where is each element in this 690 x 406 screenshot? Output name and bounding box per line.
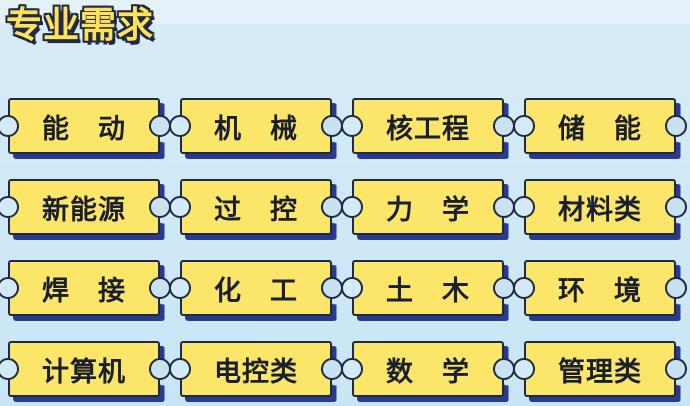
major-ticket-11: 土 木 <box>341 260 515 321</box>
major-ticket-15: 数 学 <box>341 341 515 402</box>
major-ticket-14: 电控类 <box>169 341 343 402</box>
major-ticket-3: 核工程 <box>341 98 515 159</box>
major-ticket-6: 过 控 <box>169 179 343 240</box>
major-label: 新能源 <box>42 194 126 226</box>
major-ticket-5: 新能源 <box>0 179 171 240</box>
major-label: 材料类 <box>558 194 642 226</box>
major-label: 力 学 <box>386 194 470 226</box>
top-band <box>0 0 690 24</box>
major-label: 化 工 <box>214 275 298 307</box>
major-label: 土 木 <box>386 275 470 307</box>
major-label: 焊 接 <box>42 275 126 307</box>
major-label: 计算机 <box>42 356 126 388</box>
major-ticket-16: 管理类 <box>513 341 687 402</box>
major-ticket-9: 焊 接 <box>0 260 171 321</box>
major-ticket-13: 计算机 <box>0 341 171 402</box>
major-label: 环 境 <box>558 275 642 307</box>
page-title: 专业需求 <box>6 5 155 46</box>
major-label: 核工程 <box>386 113 470 145</box>
major-label: 电控类 <box>214 356 298 388</box>
major-ticket-1: 能 动 <box>0 98 171 159</box>
major-ticket-12: 环 境 <box>513 260 687 321</box>
major-label: 管理类 <box>558 356 642 388</box>
major-ticket-2: 机 械 <box>169 98 343 159</box>
major-label: 数 学 <box>386 356 470 388</box>
major-label: 储 能 <box>558 113 642 145</box>
major-label: 机 械 <box>214 113 298 145</box>
majors-grid: 能 动 机 械 核工程 储 能 新能源 过 控 力 学 材料类 焊 接 化 工 … <box>0 98 687 402</box>
major-ticket-7: 力 学 <box>341 179 515 240</box>
major-ticket-8: 材料类 <box>513 179 687 240</box>
major-label: 能 动 <box>42 113 126 145</box>
major-ticket-10: 化 工 <box>169 260 343 321</box>
major-label: 过 控 <box>214 194 298 226</box>
major-ticket-4: 储 能 <box>513 98 687 159</box>
